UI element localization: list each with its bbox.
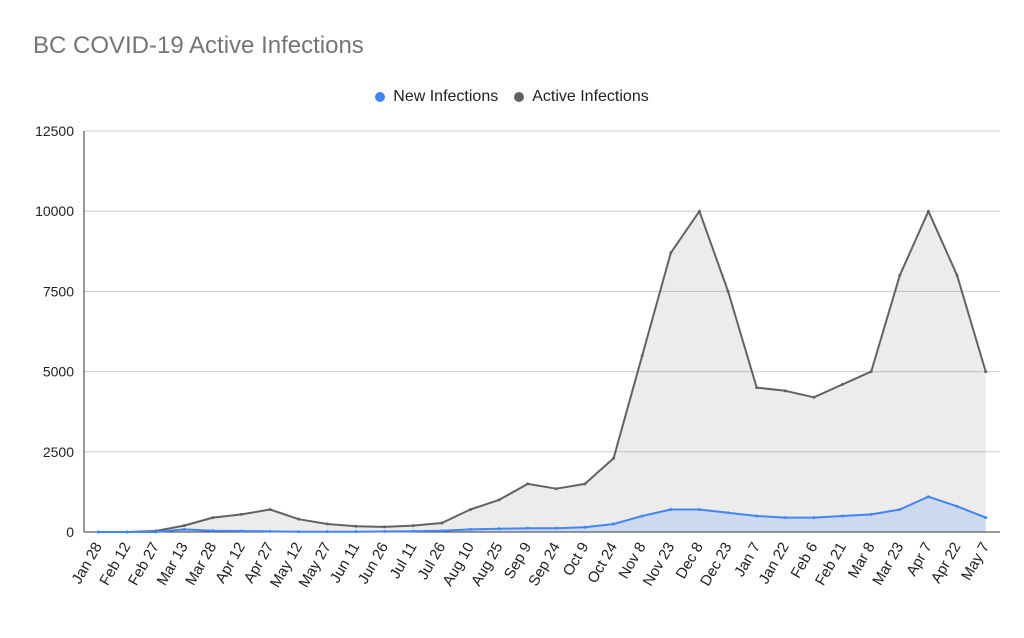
point-new-infections-9[interactable] — [354, 530, 358, 534]
point-active-infections-22[interactable] — [726, 289, 730, 293]
point-new-infections-7[interactable] — [297, 530, 301, 534]
chart-title: BC COVID-19 Active Infections — [33, 32, 364, 59]
point-active-infections-16[interactable] — [554, 487, 558, 491]
legend-item-active-infections[interactable]: Active Infections — [514, 88, 649, 106]
point-active-infections-24[interactable] — [783, 389, 787, 393]
point-new-infections-19[interactable] — [640, 514, 644, 518]
point-active-infections-25[interactable] — [812, 395, 816, 399]
y-tick-label: 10000 — [35, 203, 74, 219]
point-new-infections-17[interactable] — [583, 525, 587, 529]
point-active-infections-14[interactable] — [497, 498, 501, 502]
line-active-infections[interactable] — [98, 210, 987, 533]
legend: New Infections Active Infections — [0, 88, 1024, 106]
point-active-infections-7[interactable] — [297, 517, 301, 521]
y-tick-label: 12500 — [35, 123, 74, 139]
point-new-infections-8[interactable] — [325, 530, 329, 534]
point-active-infections-4[interactable] — [211, 516, 215, 520]
point-active-infections-26[interactable] — [841, 382, 845, 386]
point-new-infections-28[interactable] — [898, 508, 902, 512]
point-new-infections-21[interactable] — [697, 508, 701, 512]
point-active-infections-10[interactable] — [383, 525, 387, 529]
y-tick-label: 7500 — [43, 283, 74, 299]
point-new-infections-1[interactable] — [125, 530, 129, 534]
point-new-infections-22[interactable] — [726, 511, 730, 515]
area-active-infections — [98, 211, 986, 532]
legend-dot-active-infections — [514, 92, 525, 102]
point-new-infections-23[interactable] — [755, 514, 759, 518]
point-active-infections-21[interactable] — [697, 209, 701, 213]
point-new-infections-24[interactable] — [783, 516, 787, 520]
legend-label-new-infections: New Infections — [393, 88, 499, 105]
point-active-infections-12[interactable] — [440, 521, 444, 525]
point-new-infections-31[interactable] — [984, 516, 988, 520]
point-active-infections-30[interactable] — [955, 273, 959, 277]
point-active-infections-28[interactable] — [898, 273, 902, 277]
point-active-infections-20[interactable] — [669, 251, 673, 255]
point-active-infections-8[interactable] — [325, 522, 329, 526]
point-active-infections-17[interactable] — [583, 482, 587, 486]
x-tick-label: May 7 — [958, 540, 993, 584]
point-new-infections-10[interactable] — [383, 530, 387, 534]
point-active-infections-11[interactable] — [411, 524, 415, 528]
point-active-infections-19[interactable] — [640, 354, 644, 358]
y-tick-label: 0 — [66, 524, 74, 540]
point-new-infections-18[interactable] — [612, 522, 616, 526]
point-new-infections-3[interactable] — [182, 527, 186, 531]
point-new-infections-27[interactable] — [869, 512, 873, 516]
point-new-infections-11[interactable] — [411, 529, 415, 533]
point-active-infections-6[interactable] — [268, 508, 272, 512]
y-tick-label: 5000 — [43, 364, 74, 380]
point-active-infections-9[interactable] — [354, 524, 358, 528]
point-new-infections-20[interactable] — [669, 508, 673, 512]
point-new-infections-13[interactable] — [468, 527, 472, 531]
line-new-infections[interactable] — [98, 495, 987, 533]
legend-dot-new-infections — [375, 92, 386, 102]
point-active-infections-3[interactable] — [182, 524, 186, 528]
point-active-infections-27[interactable] — [869, 370, 873, 374]
point-active-infections-5[interactable] — [239, 512, 243, 516]
point-active-infections-13[interactable] — [468, 508, 472, 512]
point-active-infections-31[interactable] — [984, 370, 988, 374]
point-active-infections-18[interactable] — [612, 456, 616, 460]
point-new-infections-4[interactable] — [211, 529, 215, 533]
legend-label-active-infections: Active Infections — [532, 88, 649, 105]
area-new-infections — [98, 496, 986, 532]
point-new-infections-5[interactable] — [239, 529, 243, 533]
point-new-infections-0[interactable] — [96, 530, 100, 534]
point-new-infections-25[interactable] — [812, 516, 816, 520]
point-new-infections-12[interactable] — [440, 529, 444, 533]
point-new-infections-30[interactable] — [955, 504, 959, 508]
legend-item-new-infections[interactable]: New Infections — [375, 88, 498, 106]
point-new-infections-2[interactable] — [154, 530, 158, 534]
point-active-infections-23[interactable] — [755, 386, 759, 390]
point-active-infections-29[interactable] — [926, 209, 930, 213]
point-new-infections-16[interactable] — [554, 526, 558, 530]
y-tick-label: 2500 — [43, 444, 74, 460]
point-new-infections-6[interactable] — [268, 529, 272, 533]
point-new-infections-15[interactable] — [526, 526, 530, 530]
point-new-infections-29[interactable] — [926, 495, 930, 499]
point-active-infections-15[interactable] — [526, 482, 530, 486]
point-new-infections-14[interactable] — [497, 527, 501, 531]
point-new-infections-26[interactable] — [841, 514, 845, 518]
